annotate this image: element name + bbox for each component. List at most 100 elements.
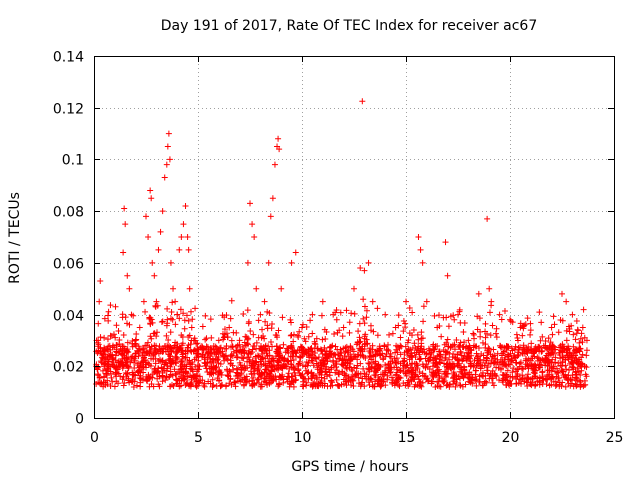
data-point	[200, 345, 207, 352]
data-point	[216, 370, 223, 377]
data-point	[478, 350, 485, 357]
data-point	[576, 361, 583, 368]
data-point	[361, 303, 368, 310]
data-point	[512, 368, 519, 375]
data-point	[185, 342, 192, 349]
data-point	[339, 333, 346, 340]
data-point	[270, 376, 277, 383]
data-point	[395, 322, 402, 329]
data-point	[290, 356, 297, 363]
data-point	[570, 343, 577, 350]
data-point	[445, 323, 452, 330]
data-point	[269, 195, 276, 202]
data-point	[193, 340, 200, 347]
data-point	[224, 372, 231, 379]
data-point	[436, 322, 443, 329]
data-point	[406, 381, 413, 388]
data-point	[496, 311, 503, 318]
data-point	[95, 343, 102, 350]
data-point	[223, 343, 230, 350]
data-point	[340, 324, 347, 331]
data-point	[574, 377, 581, 384]
data-point	[155, 346, 162, 353]
data-point	[492, 372, 499, 379]
data-point	[460, 328, 467, 335]
data-point	[451, 341, 458, 348]
data-point	[359, 343, 366, 350]
data-point	[144, 339, 151, 346]
data-point	[119, 376, 126, 383]
data-point	[212, 364, 219, 371]
data-point	[202, 336, 209, 343]
data-point	[167, 363, 174, 370]
data-point	[404, 351, 411, 358]
data-point	[307, 381, 314, 388]
data-point	[139, 349, 146, 356]
data-point	[226, 367, 233, 374]
data-point	[356, 320, 363, 327]
y-tick-label: 0.02	[53, 360, 84, 376]
data-point	[387, 360, 394, 367]
data-point	[556, 379, 563, 386]
data-point	[249, 346, 256, 353]
data-point	[357, 346, 364, 353]
data-point	[151, 366, 158, 373]
data-point	[489, 353, 496, 360]
data-point	[326, 372, 333, 379]
data-point	[527, 363, 534, 370]
data-point	[362, 355, 369, 362]
data-point	[176, 315, 183, 322]
data-point	[353, 365, 360, 372]
data-point	[105, 317, 112, 324]
data-point	[178, 234, 185, 240]
data-point	[416, 351, 423, 358]
data-point	[505, 343, 512, 350]
x-tick-label: 5	[194, 430, 203, 446]
data-point	[583, 347, 590, 354]
data-point	[251, 343, 258, 350]
data-point	[374, 332, 381, 339]
data-point	[468, 376, 475, 383]
data-point	[472, 371, 479, 378]
data-point	[148, 343, 155, 350]
data-point	[559, 349, 566, 356]
data-point	[493, 364, 500, 371]
data-point	[95, 372, 102, 379]
data-point	[172, 353, 179, 360]
data-point	[319, 350, 326, 357]
data-point	[346, 319, 353, 326]
data-point	[130, 312, 137, 319]
data-point	[149, 259, 156, 266]
grid-lines	[94, 56, 614, 418]
data-point	[112, 334, 119, 341]
data-point	[186, 357, 193, 364]
data-point	[269, 343, 276, 350]
data-point	[104, 336, 111, 343]
data-point	[155, 368, 162, 375]
data-point	[393, 369, 400, 376]
data-point	[95, 348, 102, 355]
data-point	[441, 377, 448, 384]
data-point	[260, 333, 267, 340]
data-point	[394, 366, 401, 373]
data-point	[120, 382, 127, 389]
data-point	[314, 364, 321, 371]
data-point	[164, 305, 171, 312]
data-point	[555, 369, 562, 376]
data-point	[187, 347, 194, 354]
data-point	[579, 351, 586, 358]
data-point	[357, 338, 364, 345]
data-point	[367, 375, 374, 382]
y-tick-label: 0.14	[53, 50, 84, 66]
data-point	[233, 354, 240, 361]
data-point	[262, 318, 269, 325]
data-point	[145, 234, 152, 240]
data-point	[568, 364, 575, 371]
data-point	[208, 334, 215, 341]
data-point	[440, 378, 447, 385]
data-point	[460, 355, 467, 362]
data-point	[305, 333, 312, 340]
data-point	[123, 357, 130, 364]
data-point	[215, 360, 222, 367]
data-point	[397, 360, 404, 367]
